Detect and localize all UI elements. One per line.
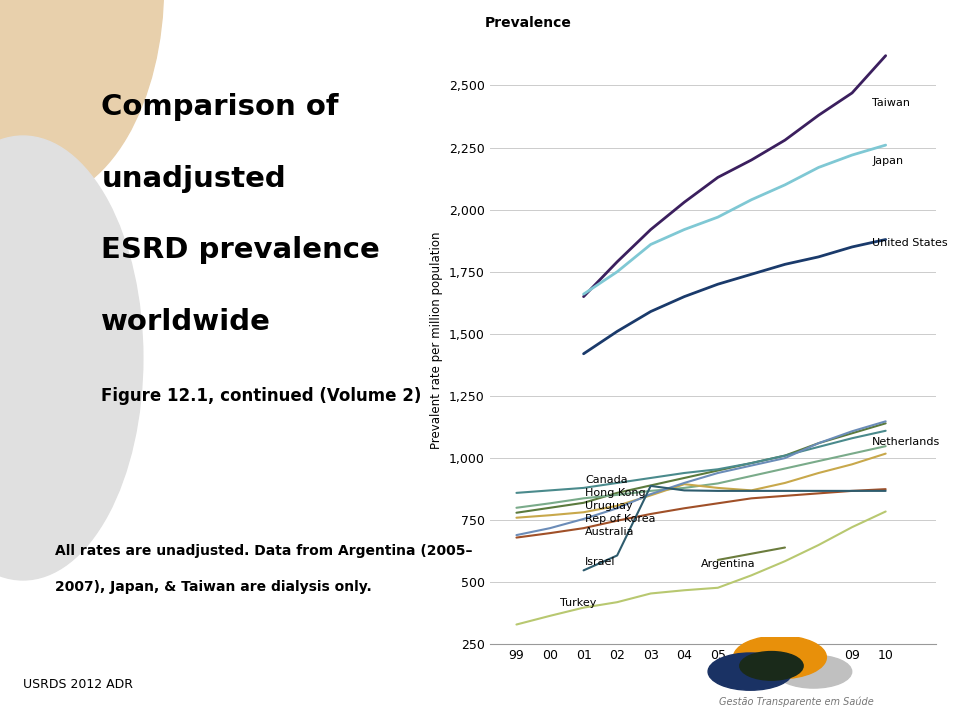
Text: 2007), Japan, & Taiwan are dialysis only.: 2007), Japan, & Taiwan are dialysis only… bbox=[56, 580, 372, 594]
Text: Netherlands: Netherlands bbox=[873, 437, 941, 447]
Ellipse shape bbox=[708, 653, 793, 690]
Text: Turkey: Turkey bbox=[560, 599, 596, 609]
Ellipse shape bbox=[733, 636, 827, 679]
Text: Rep of Korea: Rep of Korea bbox=[586, 514, 656, 524]
Text: Israel: Israel bbox=[586, 557, 615, 567]
Text: United States: United States bbox=[873, 238, 948, 248]
Ellipse shape bbox=[740, 652, 804, 680]
Text: Gestão Transparente em Saúde: Gestão Transparente em Saúde bbox=[719, 697, 875, 707]
Y-axis label: Prevalent rate per million population: Prevalent rate per million population bbox=[430, 231, 444, 449]
Text: Argentina: Argentina bbox=[701, 558, 756, 569]
Text: Comparison of: Comparison of bbox=[102, 93, 339, 121]
Ellipse shape bbox=[776, 655, 852, 688]
Text: Canada: Canada bbox=[586, 475, 628, 485]
Text: Prevalence: Prevalence bbox=[485, 16, 572, 30]
Ellipse shape bbox=[0, 0, 163, 200]
Text: Figure 12.1, continued (Volume 2): Figure 12.1, continued (Volume 2) bbox=[102, 387, 421, 405]
Text: Japan: Japan bbox=[873, 156, 903, 166]
Text: Uruguay: Uruguay bbox=[586, 501, 633, 511]
Text: Taiwan: Taiwan bbox=[873, 98, 910, 108]
Text: unadjusted: unadjusted bbox=[102, 165, 286, 193]
Text: worldwide: worldwide bbox=[102, 308, 272, 336]
Text: Australia: Australia bbox=[586, 527, 635, 537]
Ellipse shape bbox=[0, 136, 143, 580]
Text: All rates are unadjusted. Data from Argentina (2005–: All rates are unadjusted. Data from Arge… bbox=[56, 544, 472, 558]
Text: USRDS 2012 ADR: USRDS 2012 ADR bbox=[23, 678, 133, 691]
Text: ESRD prevalence: ESRD prevalence bbox=[102, 236, 380, 264]
Text: Hong Kong: Hong Kong bbox=[586, 488, 646, 498]
